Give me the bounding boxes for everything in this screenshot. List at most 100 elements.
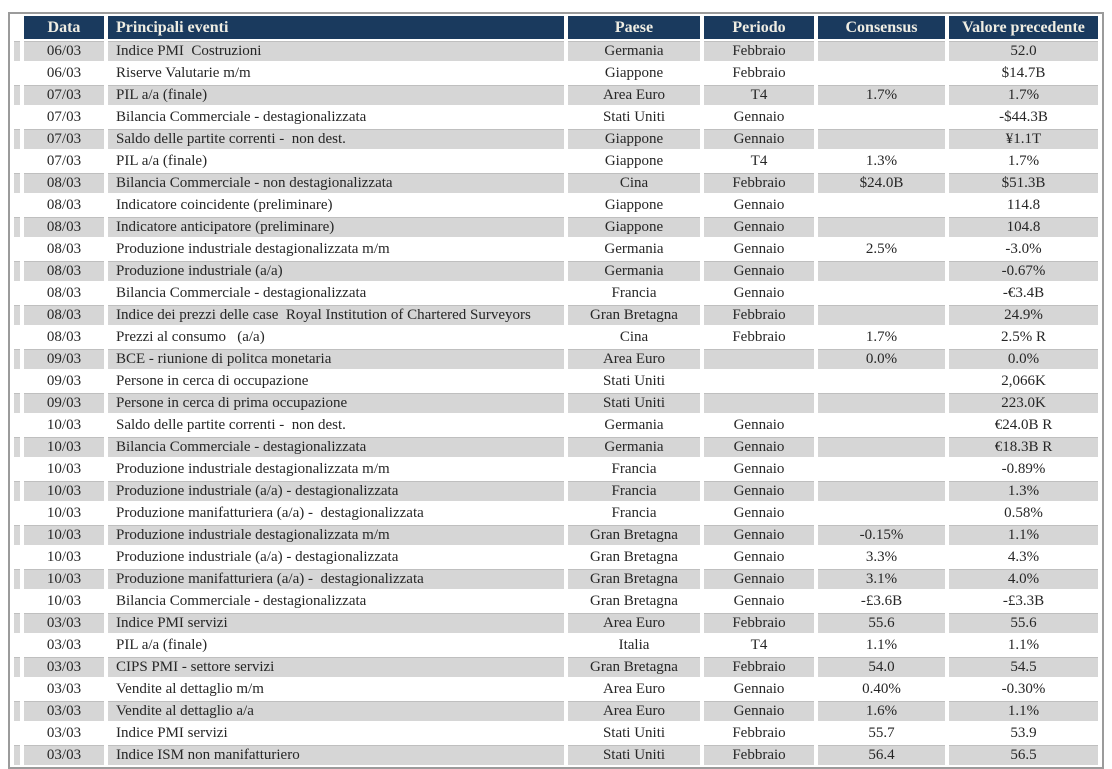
- cell-consensus: 0.0%: [818, 349, 945, 369]
- col-header-data: Data: [24, 16, 104, 39]
- cell-consensus: [818, 261, 945, 281]
- cell-event: Bilancia Commerciale - destagionalizzata: [108, 591, 564, 611]
- spacer-cell: [14, 217, 20, 237]
- cell-event: PIL a/a (finale): [108, 635, 564, 655]
- cell-period: Gennaio: [704, 481, 814, 501]
- spacer-cell: [14, 613, 20, 633]
- cell-previous-value: -€3.4B: [949, 283, 1098, 303]
- cell-date: 07/03: [24, 107, 104, 127]
- cell-event: PIL a/a (finale): [108, 85, 564, 105]
- spacer-cell: [14, 195, 20, 215]
- cell-previous-value: 4.0%: [949, 569, 1098, 589]
- cell-previous-value: 1.7%: [949, 85, 1098, 105]
- cell-country: Stati Uniti: [568, 107, 700, 127]
- cell-period: Febbraio: [704, 745, 814, 765]
- spacer-cell: [14, 349, 20, 369]
- cell-event: CIPS PMI - settore servizi: [108, 657, 564, 677]
- cell-date: 03/03: [24, 613, 104, 633]
- cell-consensus: [818, 195, 945, 215]
- cell-consensus: $24.0B: [818, 173, 945, 193]
- spacer-cell: [14, 437, 20, 457]
- table-wrapper: Data Principali eventi Paese Periodo Con…: [8, 12, 1104, 769]
- cell-previous-value: -£3.3B: [949, 591, 1098, 611]
- table-row: 09/03 BCE - riunione di politca monetari…: [14, 349, 1098, 369]
- cell-country: Gran Bretagna: [568, 657, 700, 677]
- cell-event: Indice PMI servizi: [108, 613, 564, 633]
- cell-period: [704, 393, 814, 413]
- cell-previous-value: 1.1%: [949, 525, 1098, 545]
- cell-country: Germania: [568, 415, 700, 435]
- cell-country: Area Euro: [568, 679, 700, 699]
- col-header-periodo: Periodo: [704, 16, 814, 39]
- cell-event: Indicatore coincidente (preliminare): [108, 195, 564, 215]
- cell-date: 03/03: [24, 701, 104, 721]
- spacer-cell: [14, 459, 20, 479]
- cell-date: 08/03: [24, 305, 104, 325]
- spacer-cell: [14, 16, 20, 39]
- cell-period: Gennaio: [704, 591, 814, 611]
- table-row: 10/03 Saldo delle partite correnti - non…: [14, 415, 1098, 435]
- cell-date: 03/03: [24, 723, 104, 743]
- cell-date: 08/03: [24, 239, 104, 259]
- cell-date: 10/03: [24, 481, 104, 501]
- cell-previous-value: -$44.3B: [949, 107, 1098, 127]
- cell-country: Germania: [568, 261, 700, 281]
- cell-period: Gennaio: [704, 525, 814, 545]
- cell-country: Gran Bretagna: [568, 591, 700, 611]
- page: { "table": { "colors": { "header_bg": "#…: [8, 12, 1104, 769]
- cell-period: Gennaio: [704, 547, 814, 567]
- table-row: 08/03 Bilancia Commerciale - non destagi…: [14, 173, 1098, 193]
- cell-consensus: 1.7%: [818, 327, 945, 347]
- cell-country: Area Euro: [568, 613, 700, 633]
- table-row: 03/03 PIL a/a (finale) Italia T4 1.1% 1.…: [14, 635, 1098, 655]
- economic-calendar-table: Data Principali eventi Paese Periodo Con…: [8, 12, 1104, 769]
- cell-event: Saldo delle partite correnti - non dest.: [108, 415, 564, 435]
- spacer-cell: [14, 239, 20, 259]
- cell-date: 09/03: [24, 371, 104, 391]
- cell-country: Francia: [568, 481, 700, 501]
- spacer-cell: [14, 85, 20, 105]
- cell-event: Vendite al dettaglio a/a: [108, 701, 564, 721]
- cell-event: Produzione manifatturiera (a/a) - destag…: [108, 569, 564, 589]
- spacer-cell: [14, 305, 20, 325]
- cell-consensus: [818, 459, 945, 479]
- cell-country: Gran Bretagna: [568, 547, 700, 567]
- table-row: 10/03 Bilancia Commerciale - destagional…: [14, 437, 1098, 457]
- cell-consensus: [818, 63, 945, 83]
- table-row: 10/03 Produzione industriale destagional…: [14, 459, 1098, 479]
- cell-period: Febbraio: [704, 41, 814, 61]
- cell-previous-value: ¥1.1T: [949, 129, 1098, 149]
- cell-period: Febbraio: [704, 305, 814, 325]
- cell-consensus: [818, 129, 945, 149]
- cell-consensus: 3.3%: [818, 547, 945, 567]
- cell-date: 08/03: [24, 173, 104, 193]
- cell-period: Gennaio: [704, 283, 814, 303]
- cell-event: Produzione industriale (a/a) - destagion…: [108, 547, 564, 567]
- cell-event: Indice ISM non manifatturiero: [108, 745, 564, 765]
- cell-previous-value: 0.58%: [949, 503, 1098, 523]
- table-row: 10/03 Produzione manifatturiera (a/a) - …: [14, 503, 1098, 523]
- cell-event: Vendite al dettaglio m/m: [108, 679, 564, 699]
- table-row: 08/03 Bilancia Commerciale - destagional…: [14, 283, 1098, 303]
- spacer-cell: [14, 129, 20, 149]
- table-row: 07/03 PIL a/a (finale) Giappone T4 1.3% …: [14, 151, 1098, 171]
- cell-period: Febbraio: [704, 723, 814, 743]
- cell-event: Bilancia Commerciale - non destagionaliz…: [108, 173, 564, 193]
- table-row: 08/03 Prezzi al consumo (a/a) Cina Febbr…: [14, 327, 1098, 347]
- spacer-cell: [14, 371, 20, 391]
- cell-period: Gennaio: [704, 459, 814, 479]
- cell-previous-value: 2,066K: [949, 371, 1098, 391]
- spacer-cell: [14, 723, 20, 743]
- cell-date: 07/03: [24, 129, 104, 149]
- cell-consensus: 54.0: [818, 657, 945, 677]
- cell-date: 09/03: [24, 349, 104, 369]
- cell-previous-value: -0.67%: [949, 261, 1098, 281]
- cell-country: Stati Uniti: [568, 723, 700, 743]
- cell-period: Gennaio: [704, 415, 814, 435]
- cell-consensus: 1.7%: [818, 85, 945, 105]
- cell-period: Gennaio: [704, 261, 814, 281]
- cell-previous-value: €24.0B R: [949, 415, 1098, 435]
- table-row: 03/03 Indice PMI servizi Stati Uniti Feb…: [14, 723, 1098, 743]
- cell-period: Gennaio: [704, 569, 814, 589]
- spacer-cell: [14, 41, 20, 61]
